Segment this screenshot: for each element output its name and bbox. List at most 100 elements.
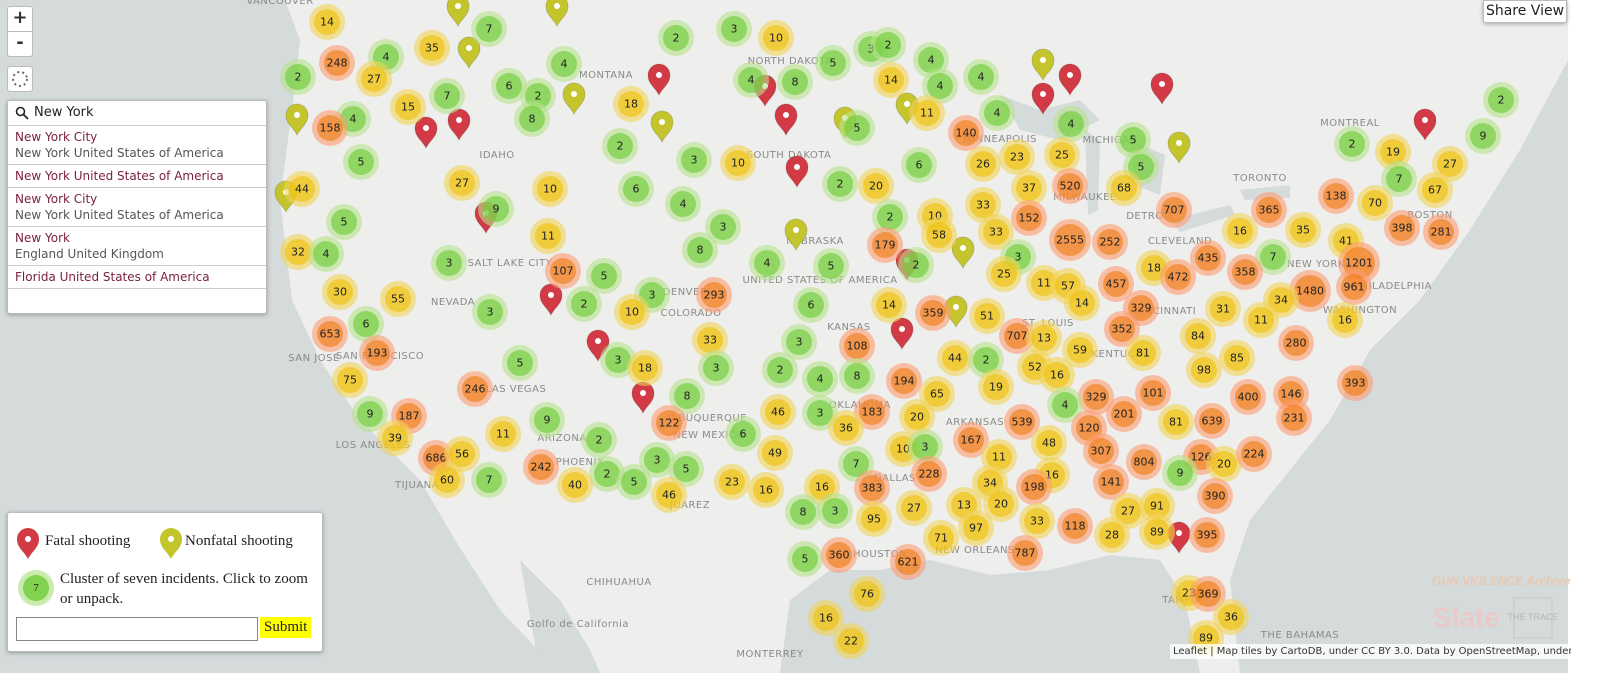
cluster[interactable]: 37 xyxy=(1011,170,1047,206)
search-input[interactable]: New York xyxy=(8,101,266,126)
cluster[interactable]: 138 xyxy=(1318,178,1354,214)
cluster[interactable]: 4 xyxy=(1053,106,1089,142)
cluster[interactable]: 246 xyxy=(457,371,493,407)
cluster[interactable]: 3 xyxy=(817,493,853,529)
cluster[interactable]: 2 xyxy=(589,456,625,492)
cluster[interactable]: 51 xyxy=(969,298,1005,334)
cluster[interactable]: 183 xyxy=(854,394,890,430)
cluster[interactable]: 5 xyxy=(839,110,875,146)
cluster[interactable]: 9 xyxy=(478,191,514,227)
cluster[interactable]: 84 xyxy=(1180,318,1216,354)
cluster[interactable]: 281 xyxy=(1423,214,1459,250)
cluster[interactable]: 393 xyxy=(1337,365,1373,401)
cluster[interactable]: 2 xyxy=(1483,82,1519,118)
cluster[interactable]: 8 xyxy=(785,494,821,530)
cluster[interactable]: 5 xyxy=(326,204,362,240)
cluster[interactable]: 44 xyxy=(937,340,973,376)
cluster[interactable]: 198 xyxy=(1016,469,1052,505)
cluster[interactable]: 4 xyxy=(802,361,838,397)
cluster[interactable]: 48 xyxy=(1031,425,1067,461)
cluster[interactable]: 3 xyxy=(600,342,636,378)
cluster[interactable]: 16 xyxy=(1222,213,1258,249)
cluster[interactable]: 2 xyxy=(870,27,906,63)
cluster[interactable]: 248 xyxy=(319,45,355,81)
cluster[interactable]: 35 xyxy=(1285,212,1321,248)
cluster[interactable]: 71 xyxy=(923,520,959,556)
cluster[interactable]: 9 xyxy=(352,396,388,432)
cluster[interactable]: 9 xyxy=(529,402,565,438)
cluster[interactable]: 76 xyxy=(849,576,885,612)
cluster[interactable]: 16 xyxy=(1327,302,1363,338)
search-result[interactable]: New York City New York United States of A… xyxy=(8,126,266,165)
search-result[interactable]: New York City New York United States of A… xyxy=(8,188,266,227)
cluster[interactable]: 4 xyxy=(733,62,769,98)
cluster[interactable]: 91 xyxy=(1139,488,1175,524)
cluster[interactable]: 10 xyxy=(614,294,650,330)
share-view-button[interactable]: Share View xyxy=(1483,0,1567,23)
cluster[interactable]: 8 xyxy=(669,378,705,414)
cluster[interactable]: 35 xyxy=(414,30,450,66)
cluster[interactable]: 8 xyxy=(682,232,718,268)
cluster[interactable]: 36 xyxy=(1213,599,1249,635)
cluster[interactable]: 20 xyxy=(983,486,1019,522)
cluster[interactable]: 4 xyxy=(308,236,344,272)
cluster[interactable]: 961 xyxy=(1336,269,1372,305)
cluster[interactable]: 179 xyxy=(867,227,903,263)
cluster[interactable]: 68 xyxy=(1106,170,1142,206)
cluster[interactable]: 16 xyxy=(748,472,784,508)
cluster[interactable]: 395 xyxy=(1189,517,1225,553)
cluster[interactable]: 5 xyxy=(815,45,851,81)
cluster[interactable]: 10 xyxy=(720,145,756,181)
cluster[interactable]: 3 xyxy=(698,350,734,386)
cluster[interactable]: 15 xyxy=(390,89,426,125)
cluster[interactable]: 383 xyxy=(854,470,890,506)
cluster[interactable]: 67 xyxy=(1417,172,1453,208)
zoom-in[interactable]: + xyxy=(7,6,33,32)
cluster[interactable]: 2 xyxy=(658,20,694,56)
cluster[interactable]: 32 xyxy=(280,234,316,270)
cluster[interactable]: 33 xyxy=(692,322,728,358)
cluster[interactable]: 20 xyxy=(1206,446,1242,482)
cluster[interactable]: 26 xyxy=(965,146,1001,182)
cluster[interactable]: 2 xyxy=(602,128,638,164)
cluster[interactable]: 2 xyxy=(872,199,908,235)
cluster[interactable]: 7 xyxy=(429,78,465,114)
cluster[interactable]: 352 xyxy=(1104,311,1140,347)
cluster[interactable]: 27 xyxy=(444,165,480,201)
cluster[interactable]: 27 xyxy=(896,490,932,526)
cluster[interactable]: 4 xyxy=(979,95,1015,131)
cluster[interactable]: 97 xyxy=(958,510,994,546)
cluster[interactable]: 101 xyxy=(1135,375,1171,411)
cluster[interactable]: 75 xyxy=(332,362,368,398)
cluster[interactable]: 46 xyxy=(651,477,687,513)
cluster[interactable]: 23 xyxy=(714,464,750,500)
cluster[interactable]: 228 xyxy=(911,456,947,492)
cluster[interactable]: 360 xyxy=(821,537,857,573)
cluster[interactable]: 6 xyxy=(901,147,937,183)
cluster[interactable]: 13 xyxy=(1026,320,1062,356)
cluster[interactable]: 25 xyxy=(986,256,1022,292)
cluster[interactable]: 400 xyxy=(1230,379,1266,415)
cluster[interactable]: 5 xyxy=(616,464,652,500)
cluster[interactable]: 152 xyxy=(1011,200,1047,236)
cluster[interactable]: 787 xyxy=(1007,535,1043,571)
search-result[interactable]: New York England United Kingdom xyxy=(8,227,266,266)
cluster[interactable]: 653 xyxy=(312,316,348,352)
cluster[interactable]: 194 xyxy=(886,363,922,399)
cluster[interactable]: 60 xyxy=(429,462,465,498)
cluster[interactable]: 20 xyxy=(899,399,935,435)
cluster[interactable]: 369 xyxy=(1190,576,1226,612)
cluster[interactable]: 81 xyxy=(1158,404,1194,440)
cluster[interactable]: 11 xyxy=(485,416,521,452)
cluster[interactable]: 31 xyxy=(1205,291,1241,327)
cluster[interactable]: 22 xyxy=(833,623,869,659)
cluster[interactable]: 20 xyxy=(858,168,894,204)
cluster[interactable]: 3 xyxy=(716,11,752,47)
cluster[interactable]: 11 xyxy=(909,95,945,131)
cluster[interactable]: 9 xyxy=(1465,118,1501,154)
cluster[interactable]: 8 xyxy=(839,358,875,394)
cluster[interactable]: 2 xyxy=(968,342,1004,378)
cluster[interactable]: 36 xyxy=(828,410,864,446)
cluster[interactable]: 6 xyxy=(725,416,761,452)
cluster[interactable]: 55 xyxy=(380,281,416,317)
